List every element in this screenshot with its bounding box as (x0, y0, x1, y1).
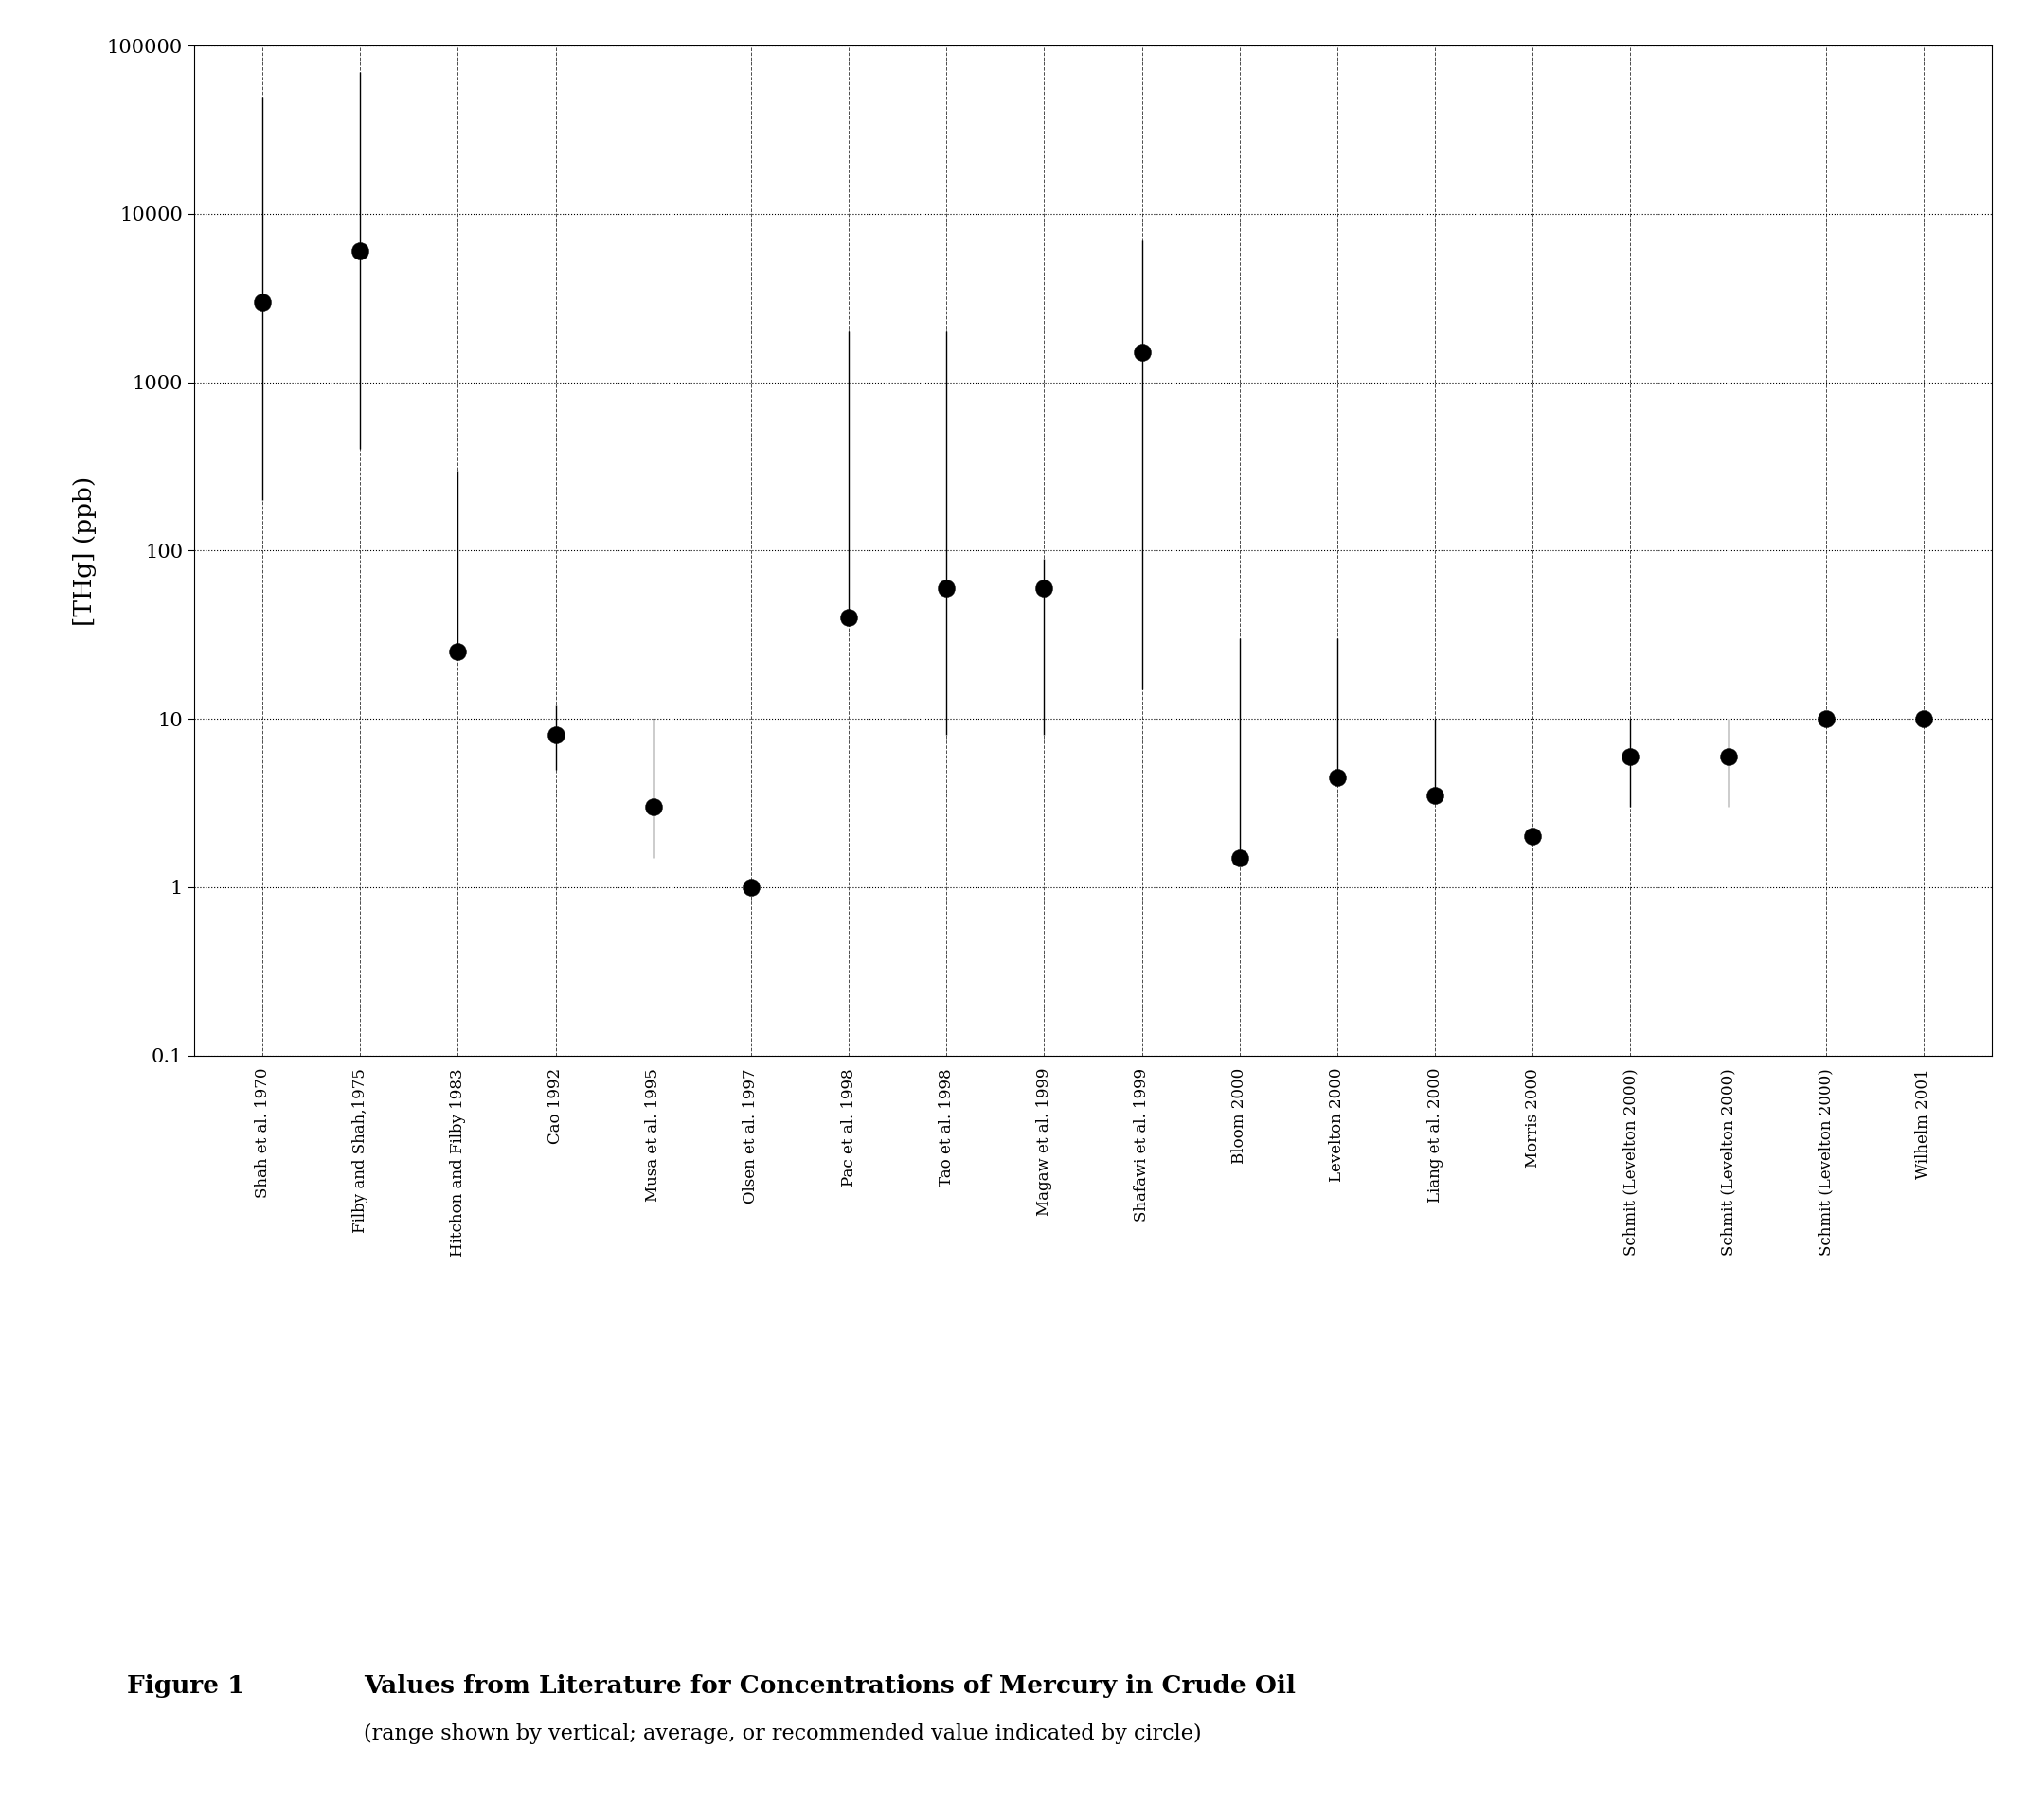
Text: (range shown by vertical; average, or recommended value indicated by circle): (range shown by vertical; average, or re… (364, 1724, 1201, 1744)
Text: Figure 1: Figure 1 (127, 1674, 245, 1698)
Text: Values from Literature for Concentrations of Mercury in Crude Oil: Values from Literature for Concentration… (364, 1674, 1295, 1698)
Y-axis label: [THg] (ppb): [THg] (ppb) (74, 475, 96, 626)
